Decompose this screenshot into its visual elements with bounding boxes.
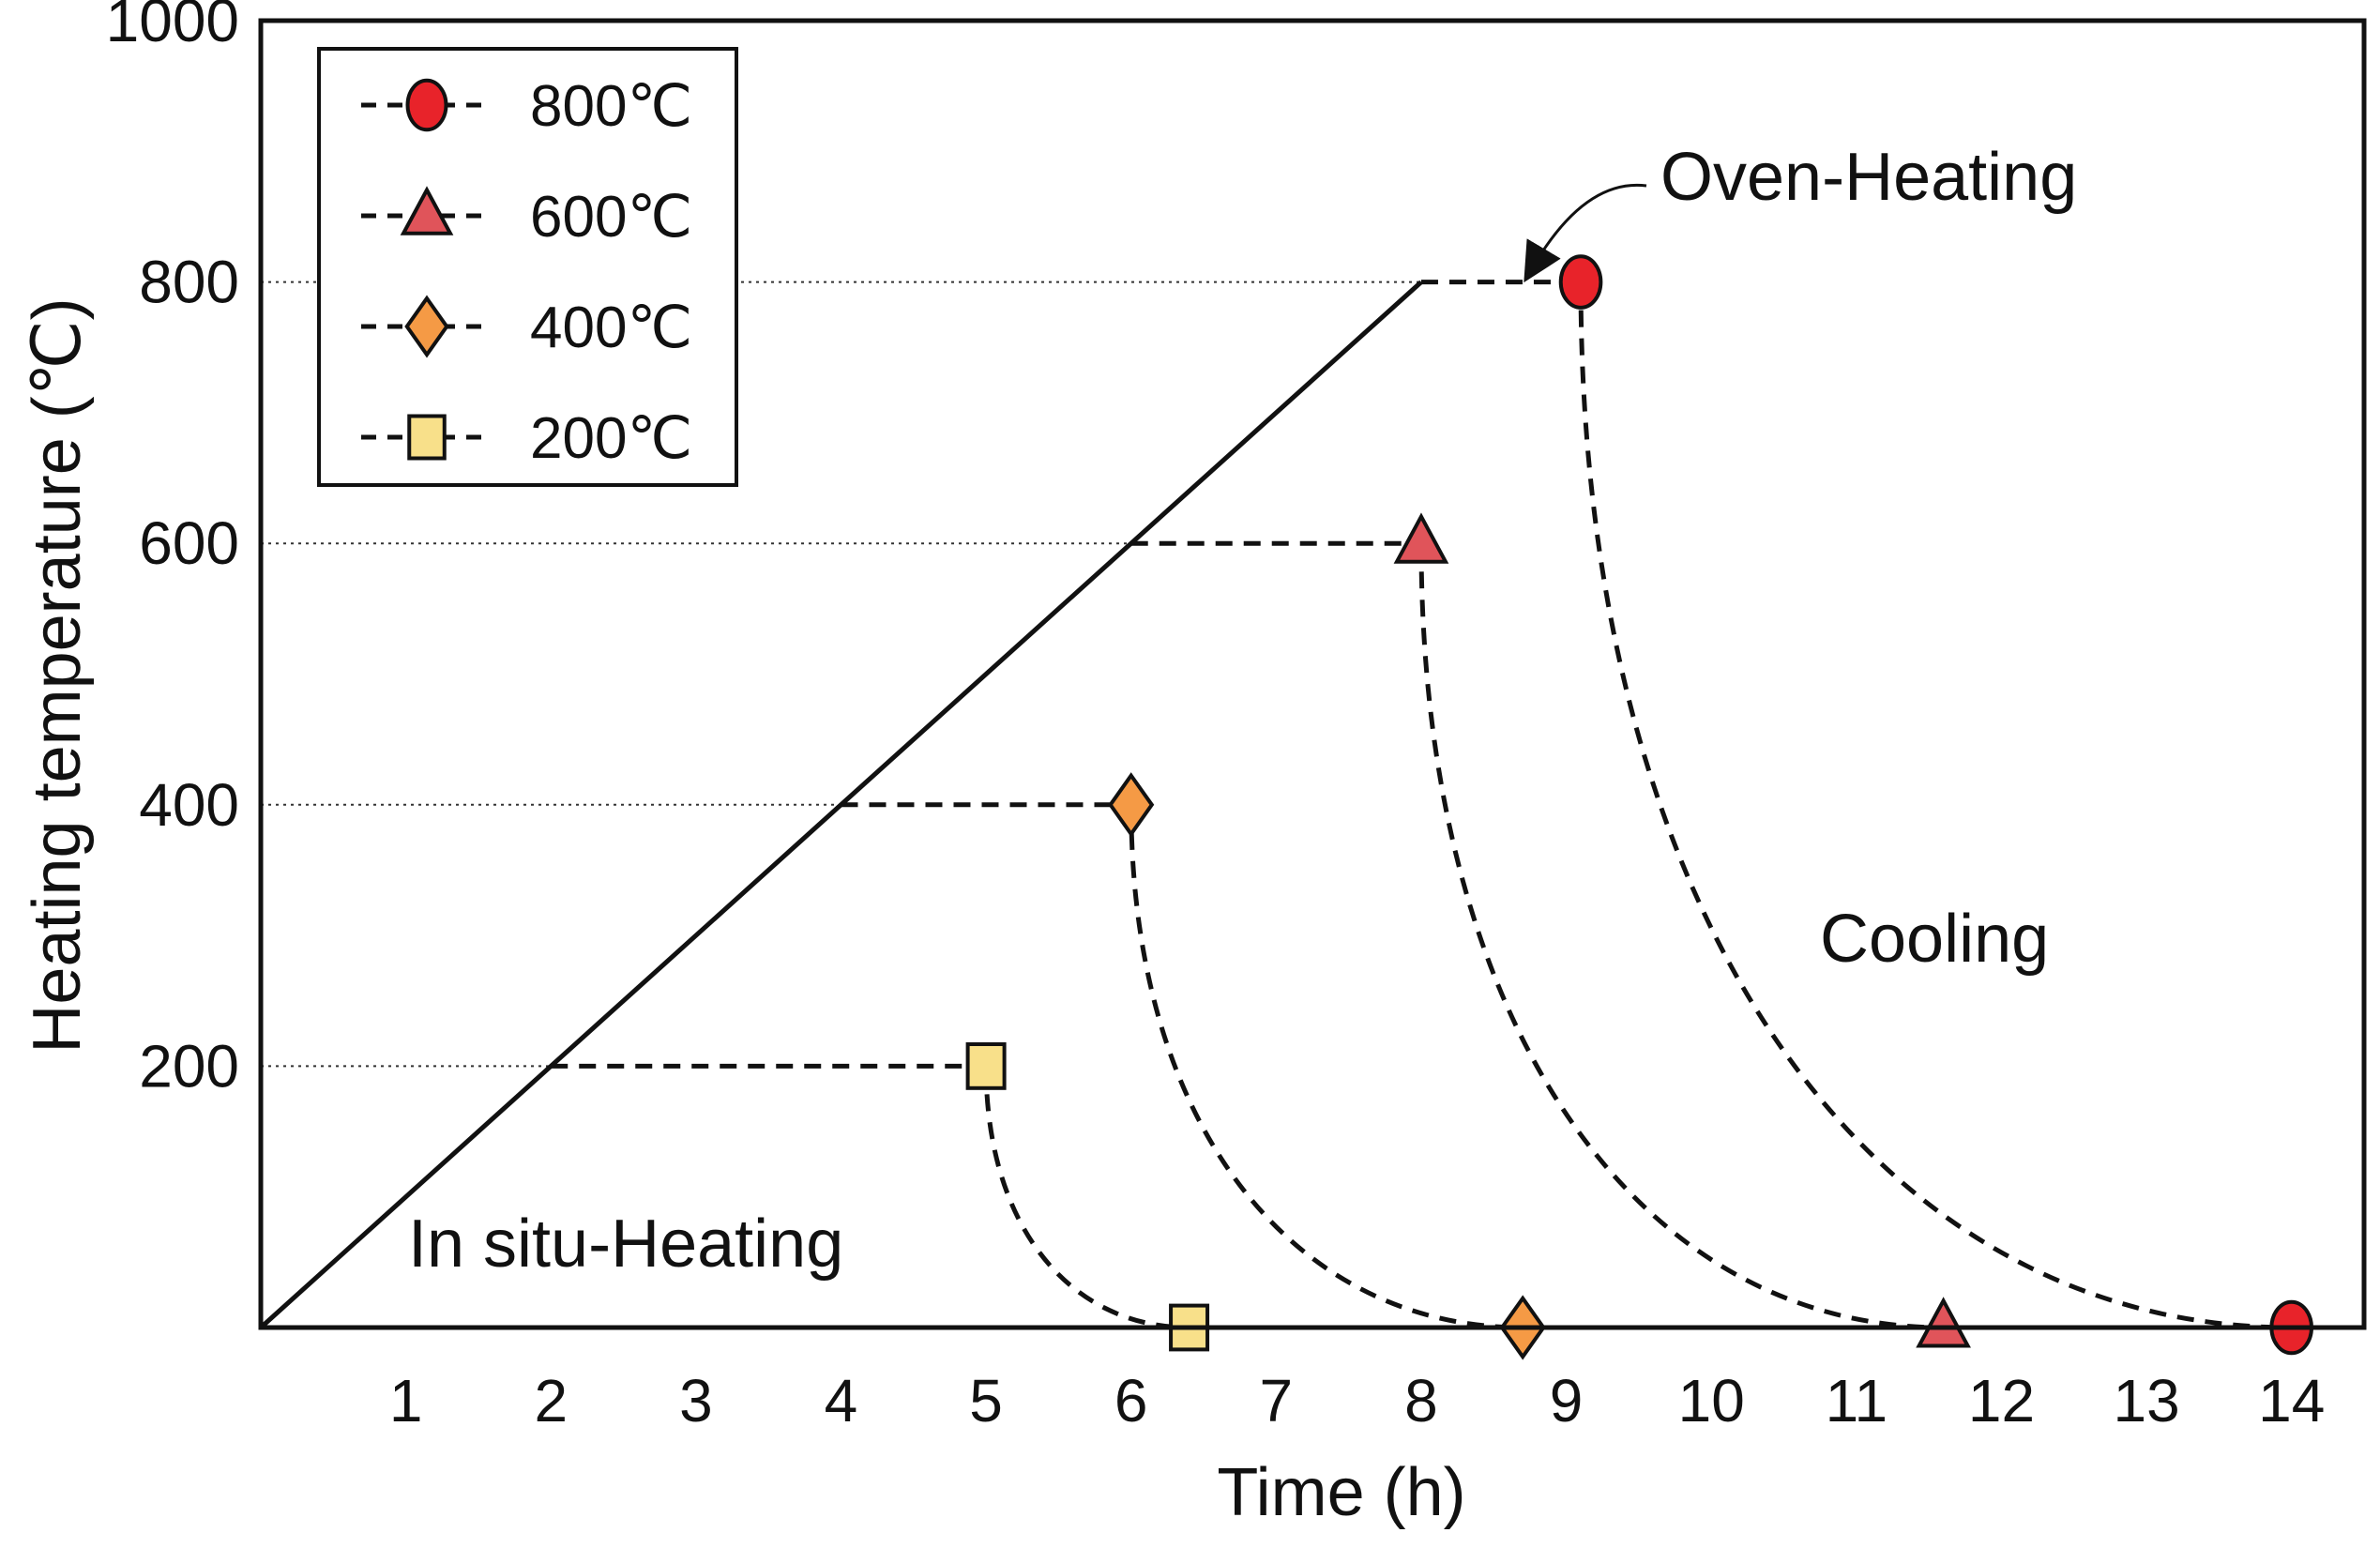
x-tick-label-1: 1 xyxy=(389,1367,423,1434)
y-tick-label-600: 600 xyxy=(139,509,239,577)
x-tick-label-10: 10 xyxy=(1678,1367,1745,1434)
cooling-curve-triangle xyxy=(1418,543,1944,1330)
legend-marker-diamond xyxy=(404,295,449,358)
x-tick-label-4: 4 xyxy=(825,1367,858,1434)
legend: 800℃ 600℃ 400℃ 200℃ xyxy=(317,47,738,487)
series-curves xyxy=(259,280,2292,1330)
y-tick-label-1000: 1000 xyxy=(106,0,239,54)
y-axis-title: Heating temperature (℃) xyxy=(20,297,95,1053)
y-tick-label-200: 200 xyxy=(139,1032,239,1100)
x-axis-title: Time (h) xyxy=(1217,1455,1465,1530)
cooling-label: Cooling xyxy=(1820,902,2049,977)
legend-label-circle: 800℃ xyxy=(530,74,692,139)
x-tick-label-14: 14 xyxy=(2258,1367,2325,1434)
oven-heating-arrow xyxy=(1524,183,1647,283)
x-tick-label-3: 3 xyxy=(679,1367,713,1434)
peak-marker-square xyxy=(965,1042,1007,1090)
legend-box xyxy=(317,47,738,487)
x-tick-label-5: 5 xyxy=(969,1367,1003,1434)
legend-label-square: 200℃ xyxy=(530,406,692,471)
y-tick-label-800: 800 xyxy=(139,249,239,316)
x-tick-label-11: 11 xyxy=(1826,1367,1887,1434)
oven-heating-label: Oven-Heating xyxy=(1660,140,2077,215)
y-tick-label-400: 400 xyxy=(139,771,239,839)
in-situ-heating-label: In situ-Heating xyxy=(408,1207,843,1282)
legend-marker-square xyxy=(407,414,447,461)
x-tick-label-9: 9 xyxy=(1550,1367,1584,1434)
peak-marker-triangle xyxy=(1393,512,1449,564)
peak-marker-circle xyxy=(1558,254,1603,310)
legend-label-triangle: 600℃ xyxy=(530,185,692,250)
cooling-curve-square xyxy=(983,1066,1190,1330)
series-markers xyxy=(965,254,2314,1360)
legend-marker-triangle xyxy=(400,186,454,235)
y-axis-ticks: 200 400 600 800 1000 xyxy=(106,0,239,1100)
x-tick-label-13: 13 xyxy=(2113,1367,2179,1434)
end-marker-triangle xyxy=(1916,1297,1971,1348)
plot-frame xyxy=(258,18,2367,1330)
peak-marker-diamond xyxy=(1108,772,1155,838)
x-tick-label-8: 8 xyxy=(1404,1367,1438,1434)
x-axis-ticks: 1 2 3 4 5 6 7 8 9 10 11 12 13 14 xyxy=(389,1367,2325,1434)
x-tick-label-12: 12 xyxy=(1968,1367,2035,1434)
legend-label-diamond: 400℃ xyxy=(530,296,692,360)
x-tick-label-2: 2 xyxy=(534,1367,568,1434)
x-tick-label-7: 7 xyxy=(1260,1367,1294,1434)
grid-lines xyxy=(261,281,1421,1068)
legend-marker-circle xyxy=(405,78,448,132)
cooling-curve-diamond xyxy=(1129,804,1524,1330)
x-tick-label-6: 6 xyxy=(1114,1367,1148,1434)
cooling-curve-circle xyxy=(1578,281,2292,1330)
